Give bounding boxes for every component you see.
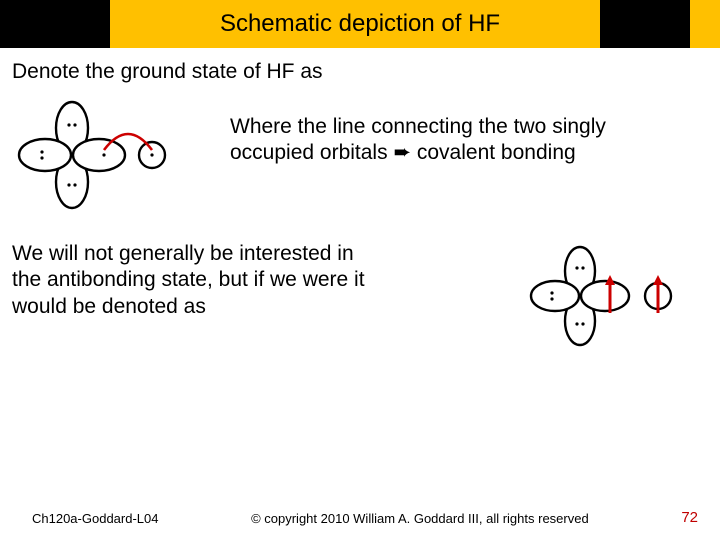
lobe-right (581, 281, 629, 311)
antibonding-text-line1: We will not generally be interested in (12, 242, 354, 265)
antibonding-description: We will not generally be interested in t… (12, 241, 510, 320)
antibonding-orbital-diagram (510, 241, 710, 356)
lobe-left (531, 281, 579, 311)
bonding-orbital-diagram (12, 100, 212, 215)
title-left-black-box (0, 0, 110, 48)
slide: Schematic depiction of HF Denote the gro… (0, 0, 720, 540)
antibonding-orbital-svg (510, 241, 710, 351)
antibonding-text-line3: would be denoted as (12, 295, 206, 318)
antibonding-text-line2: the antibonding state, but if we were it (12, 268, 365, 291)
bonding-text-line2a: occupied orbitals (230, 141, 393, 164)
footer-copyright: © copyright 2010 William A. Goddard III,… (158, 511, 681, 526)
bonding-text-line1: Where the line connecting the two singly (230, 115, 606, 138)
intro-text: Denote the ground state of HF as (12, 60, 710, 84)
bonding-row: Where the line connecting the two singly… (12, 100, 710, 215)
footer-left: Ch120a-Goddard-L04 (32, 511, 158, 526)
page-number: 72 (681, 509, 698, 526)
slide-title: Schematic depiction of HF (220, 10, 500, 38)
lobe-left (19, 139, 71, 171)
bonding-description: Where the line connecting the two singly… (230, 114, 606, 167)
arrow-icon: ➨ (393, 141, 411, 164)
bonding-orbital-svg (12, 100, 212, 210)
slide-footer: Ch120a-Goddard-L04 © copyright 2010 Will… (0, 509, 720, 526)
lobe-right (73, 139, 125, 171)
title-bar: Schematic depiction of HF (0, 0, 720, 48)
title-right-black-box (600, 0, 690, 48)
antibonding-row: We will not generally be interested in t… (12, 241, 710, 356)
slide-body: Denote the ground state of HF as (0, 48, 720, 356)
bonding-text-line2b: covalent bonding (411, 141, 576, 164)
